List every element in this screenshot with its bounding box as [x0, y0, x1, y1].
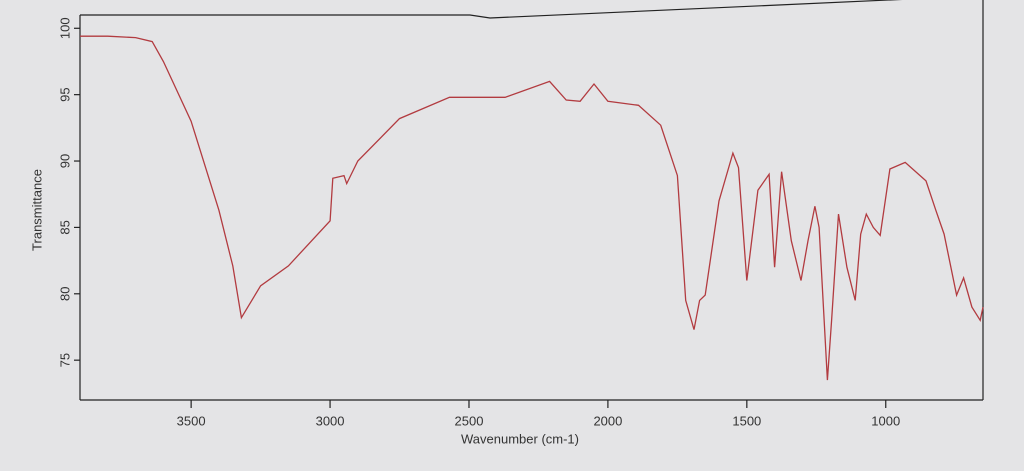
y-tick-label: 95: [57, 87, 72, 101]
y-tick-label: 90: [57, 154, 72, 168]
x-tick-label: 1000: [871, 413, 900, 428]
y-tick-label: 80: [57, 287, 72, 301]
x-axis-label: Wavenumber (cm-1): [461, 431, 579, 446]
x-tick-label: 3500: [177, 413, 206, 428]
y-axis-label: Transmittance: [29, 169, 44, 251]
x-tick-label: 3000: [316, 413, 345, 428]
x-tick-label: 1500: [732, 413, 761, 428]
spectrum-line: [80, 35, 984, 381]
x-tick-label: 2500: [455, 413, 484, 428]
frame-top: [80, 0, 903, 19]
y-tick-label: 100: [57, 17, 72, 39]
y-tick-label: 85: [57, 220, 72, 234]
y-tick-label: 75: [57, 353, 72, 367]
x-tick-label: 2000: [593, 413, 622, 428]
